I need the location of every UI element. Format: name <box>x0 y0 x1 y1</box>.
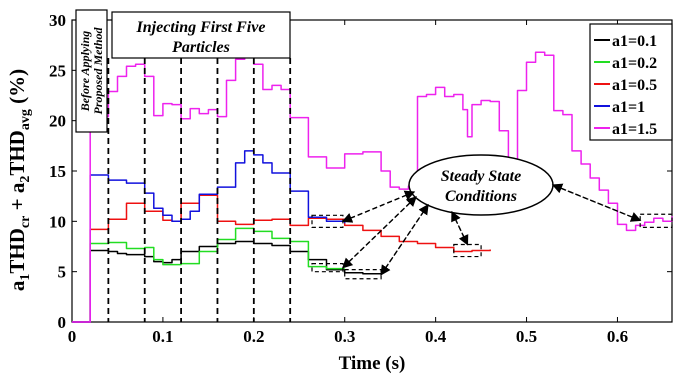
arrow-to-box-a1-02-rev <box>342 196 417 269</box>
arrow-to-box-a1-15-rev <box>551 183 641 221</box>
arrow-to-box-a1-05-rev <box>451 210 469 245</box>
before-box <box>75 9 108 133</box>
y-tick-label: 30 <box>49 11 66 30</box>
ylabel-thd1: THD <box>5 228 29 274</box>
steady-box-a1-02 <box>311 263 344 273</box>
y-tick-label: 25 <box>49 61 66 80</box>
ylabel-unit: (%) <box>5 69 29 109</box>
ylabel-thd2: THD <box>5 130 29 176</box>
series-line-a1=1 <box>72 150 346 323</box>
legend-label-a1=1.5: a1=1.5 <box>612 121 657 138</box>
ylabel-plus-a2: + a <box>5 182 29 215</box>
legend: a1=0.1 a1=0.2 a1=0.5 a1=1 a1=1.5 <box>589 23 673 141</box>
x-tick-label: 0.2 <box>243 327 264 346</box>
x-tick-label: 0.5 <box>516 327 537 346</box>
series-line-a1=1.5 <box>72 51 673 323</box>
x-tick-label: 0.6 <box>607 327 628 346</box>
x-axis-label: Time (s) <box>339 353 406 374</box>
series-line-a1=0.1 <box>72 240 382 323</box>
y-tick-label: 10 <box>49 212 66 231</box>
legend-box <box>589 23 673 141</box>
steady-box-a1-01 <box>344 269 382 280</box>
y-axis-label: a1THDcr + a2THDavg (%) <box>5 69 33 291</box>
legend-label-a1=0.1: a1=0.1 <box>612 33 657 50</box>
injecting-line2: Particles <box>171 39 230 56</box>
y-tick-label: 5 <box>58 263 67 282</box>
legend-label-a1=1: a1=1 <box>612 99 645 116</box>
axes: 0 0.1 0.2 0.3 0.4 0.5 0.6 0 5 10 15 20 25 30 <box>49 11 673 346</box>
annotations: Steady State Conditions Injecting First Fi… <box>75 9 673 322</box>
arrow-to-box-a1-1-rev <box>342 190 416 222</box>
series-lines <box>72 51 673 323</box>
steady-state-ellipse <box>408 154 554 216</box>
x-tick-label: 0.4 <box>425 327 447 346</box>
series-line-a1=0.2 <box>72 227 345 323</box>
steady-state-line1: Steady State <box>441 168 521 185</box>
plot-frame <box>71 19 673 323</box>
legend-label-a1=0.5: a1=0.5 <box>612 77 657 94</box>
before-line2: Proposed Method <box>91 27 105 115</box>
x-tick-label: 0.3 <box>334 327 355 346</box>
ylabel-a1-sub: 1 <box>18 274 33 281</box>
ylabel-avg-sub: avg <box>18 109 33 130</box>
x-tick-label: 0 <box>68 327 77 346</box>
ylabel-a2-sub: 2 <box>18 176 33 183</box>
injecting-box <box>111 11 291 59</box>
legend-label-a1=0.2: a1=0.2 <box>612 55 657 72</box>
steady-box-a1-05 <box>453 243 482 258</box>
series-line-a1=0.5 <box>72 194 491 323</box>
y-tick-label: 15 <box>49 162 66 181</box>
arrow-to-box-a1-01-rev <box>380 203 429 276</box>
x-tick-label: 0.1 <box>152 327 173 346</box>
y-tick-label: 20 <box>49 112 66 131</box>
steady-state-line2: Conditions <box>445 188 517 205</box>
before-line1: Before Applying <box>78 31 92 113</box>
ylabel-a1: a <box>5 280 29 291</box>
steady-box-a1-15 <box>639 213 673 228</box>
injecting-line1: Injecting First Five <box>136 19 266 36</box>
y-tick-label: 0 <box>58 313 67 332</box>
svg-text:a1THDcr + a2THDavg (%): a1THDcr + a2THDavg (%) <box>5 69 33 291</box>
ylabel-cr-sub: cr <box>18 216 33 228</box>
